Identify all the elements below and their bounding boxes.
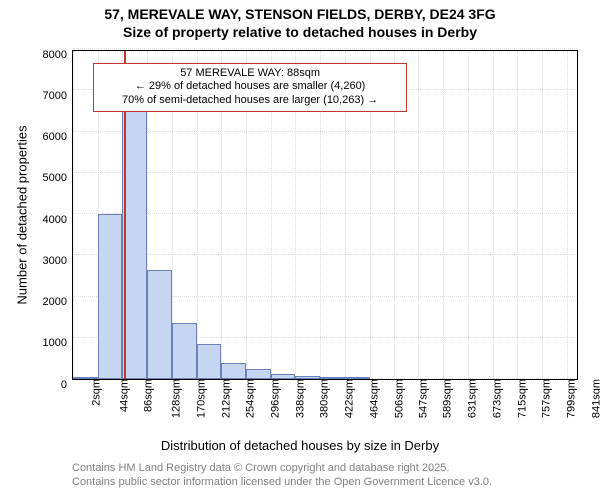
grid-line-vertical: [567, 51, 568, 379]
grid-line-horizontal: [73, 48, 577, 49]
histogram-bar: [221, 363, 246, 379]
x-tick-label: 128sqm: [167, 379, 183, 418]
annotation-line-1: 57 MEREVALE WAY: 88sqm: [100, 67, 400, 81]
x-tick-label: 170sqm: [191, 379, 207, 418]
y-tick-label: 2000: [43, 296, 73, 308]
x-tick-label: 212sqm: [216, 379, 232, 418]
histogram-bar: [172, 323, 197, 379]
grid-line-horizontal: [73, 172, 577, 173]
grid-line-vertical: [542, 51, 543, 379]
annotation-line-3: 70% of semi-detached houses are larger (…: [100, 94, 400, 108]
x-tick-label: 715sqm: [512, 379, 528, 418]
histogram-bar: [98, 214, 123, 379]
title-line-1: 57, MEREVALE WAY, STENSON FIELDS, DERBY,…: [0, 6, 600, 24]
y-tick-label: 4000: [43, 214, 73, 226]
x-tick-label: 757sqm: [537, 379, 553, 418]
title-line-2: Size of property relative to detached ho…: [0, 24, 600, 42]
grid-line-vertical: [493, 51, 494, 379]
x-tick-label: 673sqm: [487, 379, 503, 418]
chart-title: 57, MEREVALE WAY, STENSON FIELDS, DERBY,…: [0, 6, 600, 41]
y-tick-label: 7000: [43, 90, 73, 102]
y-axis-title: Number of detached properties: [15, 125, 30, 304]
x-tick-label: 547sqm: [413, 379, 429, 418]
y-tick-label: 8000: [43, 49, 73, 61]
histogram-bar: [295, 376, 320, 379]
histogram-bar: [147, 270, 172, 379]
x-tick-label: 86sqm: [139, 379, 155, 412]
x-tick-label: 2sqm: [86, 379, 102, 406]
grid-line-vertical: [418, 51, 419, 379]
x-tick-label: 464sqm: [364, 379, 380, 418]
histogram-bar: [197, 344, 222, 379]
grid-line-horizontal: [73, 131, 577, 132]
histogram-bar: [345, 377, 370, 379]
histogram-bar: [320, 377, 345, 379]
grid-line-horizontal: [73, 213, 577, 214]
histogram-bar: [73, 377, 98, 379]
x-tick-label: 631sqm: [463, 379, 479, 418]
x-tick-label: 296sqm: [266, 379, 282, 418]
y-tick-label: 6000: [43, 131, 73, 143]
x-tick-label: 841sqm: [586, 379, 600, 418]
x-tick-label: 380sqm: [315, 379, 331, 418]
grid-line-horizontal: [73, 254, 577, 255]
x-axis-title: Distribution of detached houses by size …: [0, 438, 600, 453]
y-tick-label: 1000: [43, 337, 73, 349]
grid-line-vertical: [468, 51, 469, 379]
y-tick-label: 0: [61, 379, 73, 391]
x-tick-label: 506sqm: [389, 379, 405, 418]
y-tick-label: 3000: [43, 255, 73, 267]
x-tick-label: 799sqm: [561, 379, 577, 418]
x-tick-label: 338sqm: [290, 379, 306, 418]
plot-area: 0100020003000400050006000700080002sqm44s…: [72, 50, 578, 380]
grid-line-vertical: [73, 51, 74, 379]
annotation-line-2: ← 29% of detached houses are smaller (4,…: [100, 80, 400, 94]
histogram-bar: [246, 369, 271, 379]
x-tick-label: 254sqm: [241, 379, 257, 418]
x-tick-label: 589sqm: [438, 379, 454, 418]
grid-line-vertical: [443, 51, 444, 379]
grid-line-vertical: [517, 51, 518, 379]
x-tick-label: 44sqm: [114, 379, 130, 412]
chart-stage: 57, MEREVALE WAY, STENSON FIELDS, DERBY,…: [0, 0, 600, 500]
histogram-bar: [271, 374, 296, 379]
footer-line-1: Contains HM Land Registry data © Crown c…: [0, 462, 600, 474]
footer-line-2: Contains public sector information licen…: [0, 476, 600, 488]
y-tick-label: 5000: [43, 172, 73, 184]
annotation-box: 57 MEREVALE WAY: 88sqm ← 29% of detached…: [93, 63, 407, 112]
x-tick-label: 422sqm: [340, 379, 356, 418]
histogram-bar: [122, 107, 147, 379]
